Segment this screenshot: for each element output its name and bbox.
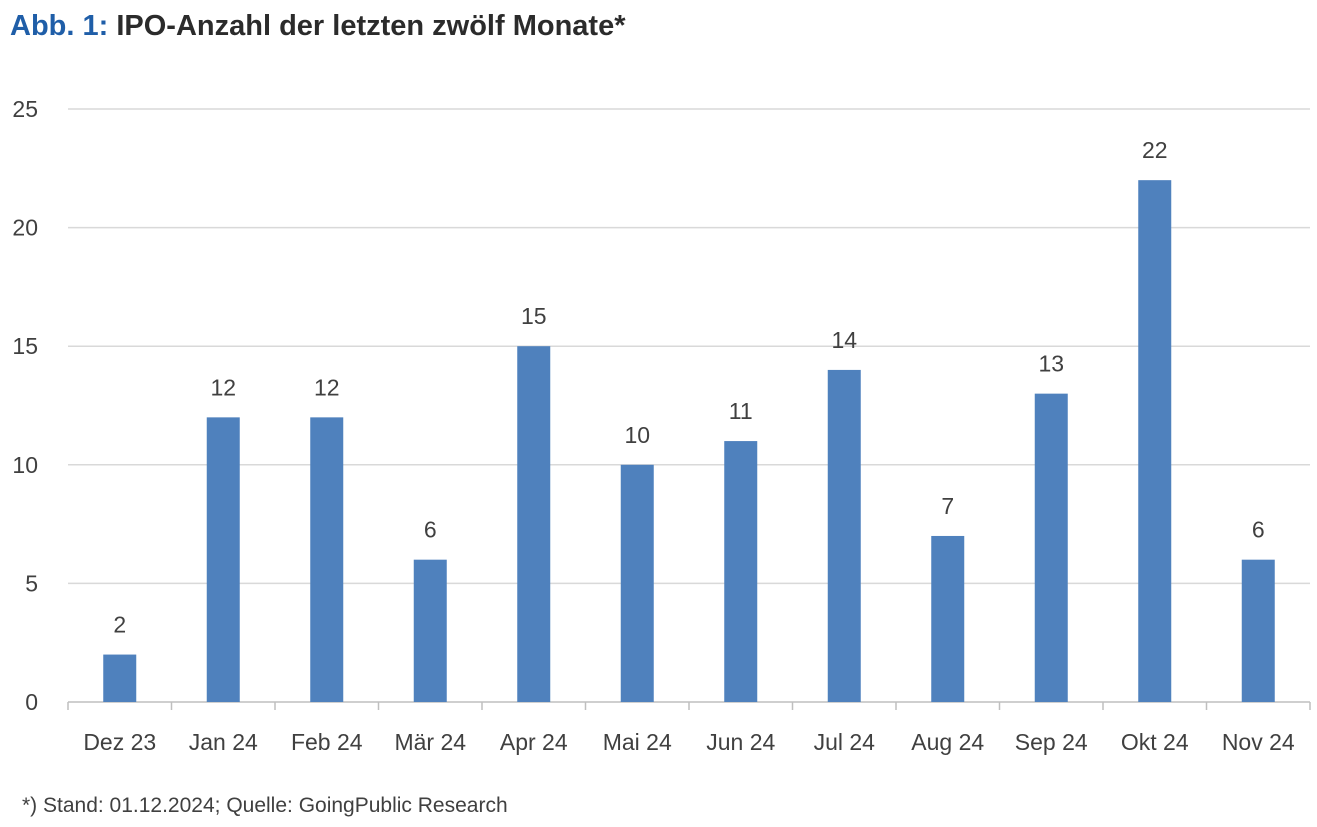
title-prefix: Abb. 1:: [10, 10, 109, 42]
bar: [827, 369, 861, 702]
x-tick-label: Feb 24: [291, 729, 363, 755]
y-tick-label: 15: [12, 333, 38, 359]
x-tick-label: Jan 24: [189, 729, 258, 755]
y-tick-label: 5: [25, 570, 38, 596]
bar-chart: 0 5 10 15 20 25 2 Dez 23 12 Jan 24 12 Feb 24 6 Mär 24…: [12, 96, 1311, 755]
bar: [931, 535, 965, 702]
x-tick-label: Aug 24: [911, 729, 984, 755]
data-label: 13: [1038, 351, 1064, 377]
x-tick-label: Mär 24: [394, 729, 466, 755]
bar: [310, 417, 344, 702]
bar: [517, 346, 551, 702]
bar: [413, 559, 447, 702]
bar: [620, 464, 654, 702]
title-text: IPO-Anzahl der letzten zwölf Monate*: [116, 10, 626, 42]
data-label: 12: [210, 374, 236, 400]
bar: [724, 441, 758, 702]
data-label: 11: [729, 398, 753, 424]
y-tick-label: 25: [12, 96, 38, 122]
data-label: 6: [1252, 517, 1265, 543]
footnote: *) Stand: 01.12.2024; Quelle: GoingPubli…: [22, 794, 508, 817]
x-tick-label: Mai 24: [603, 729, 672, 755]
y-tick-label: 20: [12, 215, 38, 241]
x-tick-label: Dez 23: [83, 729, 156, 755]
data-label: 22: [1142, 137, 1168, 163]
x-tick-label: Apr 24: [500, 729, 568, 755]
x-tick-label: Nov 24: [1222, 729, 1295, 755]
data-label: 15: [521, 303, 547, 329]
data-label: 6: [424, 517, 437, 543]
x-tick-label: Okt 24: [1121, 729, 1189, 755]
data-label: 7: [941, 493, 954, 519]
y-tick-label: 0: [25, 689, 38, 715]
bar: [1241, 559, 1275, 702]
x-tick-label: Sep 24: [1015, 729, 1088, 755]
x-tick-label: Jul 24: [814, 729, 876, 755]
data-label: 10: [624, 422, 650, 448]
bar: [206, 417, 240, 702]
chart-title: Abb. 1: IPO-Anzahl der letzten zwölf Mon…: [10, 10, 626, 43]
data-label: 12: [314, 374, 340, 400]
data-label: 2: [113, 612, 126, 638]
bar: [103, 654, 137, 702]
y-tick-label: 10: [12, 452, 38, 478]
data-label: 14: [831, 327, 857, 353]
x-tick-label: Jun 24: [706, 729, 775, 755]
bar: [1138, 180, 1172, 702]
bar: [1034, 393, 1068, 702]
